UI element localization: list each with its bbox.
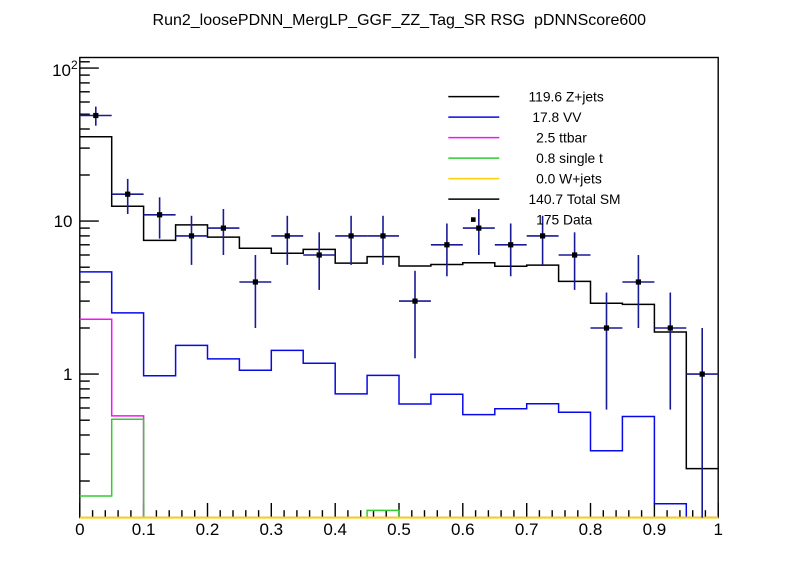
svg-text:140.7 Total SM: 140.7 Total SM xyxy=(529,192,621,207)
svg-text:0.8 single t: 0.8 single t xyxy=(529,151,604,166)
svg-text:0.9: 0.9 xyxy=(643,520,667,539)
svg-text:175 Data: 175 Data xyxy=(529,213,593,228)
svg-text:119.6 Z+jets: 119.6 Z+jets xyxy=(529,90,604,105)
svg-text:0.3: 0.3 xyxy=(259,520,283,539)
svg-text:0.1: 0.1 xyxy=(132,520,156,539)
svg-text:0.8: 0.8 xyxy=(579,520,603,539)
svg-text:0.7: 0.7 xyxy=(515,520,539,539)
svg-text:Run2_loosePDNN_MergLP_GGF_ZZ_T: Run2_loosePDNN_MergLP_GGF_ZZ_Tag_SR RSG … xyxy=(153,12,647,29)
svg-text:2.5 ttbar: 2.5 ttbar xyxy=(529,131,588,146)
svg-text:0.5: 0.5 xyxy=(387,520,411,539)
svg-text:2: 2 xyxy=(71,58,78,72)
svg-text:0.2: 0.2 xyxy=(196,520,220,539)
svg-text:0: 0 xyxy=(75,520,84,539)
svg-text:10: 10 xyxy=(54,212,73,231)
svg-text:0.4: 0.4 xyxy=(323,520,347,539)
svg-text:0.6: 0.6 xyxy=(451,520,475,539)
svg-text:0.0 W+jets: 0.0 W+jets xyxy=(529,172,602,187)
svg-text:17.8 VV: 17.8 VV xyxy=(529,110,583,125)
svg-text:1: 1 xyxy=(713,520,722,539)
svg-text:1: 1 xyxy=(63,365,72,384)
svg-text:10: 10 xyxy=(52,61,71,80)
